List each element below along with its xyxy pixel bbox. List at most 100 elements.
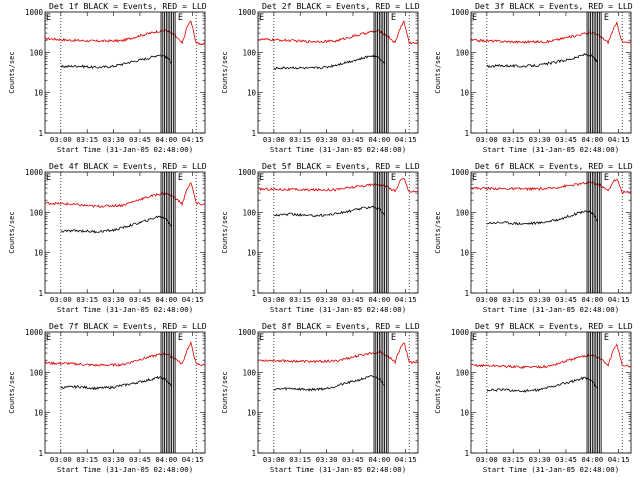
events-series-line — [486, 210, 598, 226]
y-tick-label: 1000 — [451, 8, 470, 17]
x-axis-label: Start Time (31-Jan-05 02:48:00) — [270, 465, 406, 474]
x-tick-label: 04:15 — [395, 455, 417, 464]
x-tick-label: 04:15 — [608, 135, 630, 144]
x-tick-label: 04:00 — [368, 295, 390, 304]
events-series-line — [60, 54, 172, 70]
x-tick-label: 04:15 — [182, 455, 204, 464]
y-axis-label: Counts/sec — [221, 51, 229, 93]
events-series-line — [60, 215, 172, 234]
events-series-line — [486, 52, 598, 69]
x-axis-label: Start Time (31-Jan-05 02:48:00) — [57, 305, 193, 314]
chart-title: Det 8f BLACK = Events, RED = LLD — [262, 321, 420, 331]
chart-title: Det 5f BLACK = Events, RED = LLD — [262, 161, 420, 171]
y-axis-label: Counts/sec — [221, 211, 229, 253]
x-tick-label: 04:15 — [182, 295, 204, 304]
y-tick-label: 100 — [242, 368, 256, 377]
y-tick-label: 1 — [38, 129, 43, 138]
x-tick-label: 04:00 — [581, 135, 603, 144]
y-axis-label: Counts/sec — [434, 211, 442, 253]
legend-marker-e: E — [178, 13, 183, 23]
x-tick-label: 04:00 — [155, 455, 177, 464]
detector-panel-4: Det 4f BLACK = Events, RED = LLD 1 10 100 10… — [0, 160, 213, 320]
chart-svg: Det 8f BLACK = Events, RED = LLD 1 10 100 10… — [221, 321, 420, 474]
chart-svg: Det 6f BLACK = Events, RED = LLD 1 10 100 10… — [434, 161, 633, 314]
legend-marker-e: E — [472, 173, 477, 183]
lld-series-line — [470, 21, 632, 44]
y-tick-label: 10 — [247, 89, 257, 98]
detector-panel-6: Det 6f BLACK = Events, RED = LLD 1 10 100 10… — [426, 160, 639, 320]
detector-panel-2: Det 2f BLACK = Events, RED = LLD 1 10 100 10… — [213, 0, 426, 160]
y-tick-label: 100 — [242, 208, 256, 217]
chart-title: Det 9f BLACK = Events, RED = LLD — [475, 321, 633, 331]
chart-svg: Det 7f BLACK = Events, RED = LLD 1 10 100 10… — [8, 321, 207, 474]
x-tick-label: 03:45 — [342, 295, 364, 304]
events-series-line — [273, 375, 385, 392]
lld-series-line — [45, 20, 206, 46]
lld-series-line — [470, 343, 631, 370]
y-tick-label: 100 — [242, 48, 256, 57]
y-tick-label: 1 — [251, 129, 256, 138]
x-axis-label: Start Time (31-Jan-05 02:48:00) — [270, 305, 406, 314]
detector-panel-5: Det 5f BLACK = Events, RED = LLD 1 10 100 10… — [213, 160, 426, 320]
chart-svg: Det 4f BLACK = Events, RED = LLD 1 10 100 10… — [8, 161, 207, 314]
plot-frame — [44, 171, 206, 294]
x-tick-label: 03:15 — [502, 295, 524, 304]
x-tick-label: 03:45 — [555, 135, 577, 144]
x-axis-label: Start Time (31-Jan-05 02:48:00) — [57, 465, 193, 474]
y-tick-label: 10 — [34, 409, 44, 418]
legend-marker-e: E — [259, 173, 264, 183]
x-tick-label: 03:45 — [342, 455, 364, 464]
y-tick-label: 10 — [247, 249, 257, 258]
x-tick-label: 03:00 — [476, 295, 498, 304]
x-tick-label: 03:30 — [103, 295, 125, 304]
legend-marker-e: E — [391, 173, 396, 183]
x-axis-label: Start Time (31-Jan-05 02:48:00) — [483, 145, 619, 154]
legend-marker-e: E — [604, 333, 609, 343]
plot-frame — [470, 171, 632, 294]
chart-title: Det 1f BLACK = Events, RED = LLD — [49, 1, 207, 11]
x-tick-label: 04:00 — [368, 135, 390, 144]
plot-frame — [257, 11, 419, 134]
x-tick-label: 03:00 — [476, 455, 498, 464]
chart-title: Det 4f BLACK = Events, RED = LLD — [49, 161, 207, 171]
detector-panel-3: Det 3f BLACK = Events, RED = LLD 1 10 100 10… — [426, 0, 639, 160]
x-tick-label: 04:15 — [608, 295, 630, 304]
x-tick-label: 03:30 — [316, 295, 338, 304]
chart-title: Det 3f BLACK = Events, RED = LLD — [475, 1, 633, 11]
x-tick-label: 03:30 — [316, 455, 338, 464]
x-axis-label: Start Time (31-Jan-05 02:48:00) — [483, 465, 619, 474]
x-tick-label: 03:00 — [50, 295, 72, 304]
y-axis-label: Counts/sec — [8, 51, 16, 93]
plot-frame — [257, 171, 419, 294]
x-tick-label: 04:00 — [581, 455, 603, 464]
chart-title: Det 6f BLACK = Events, RED = LLD — [475, 161, 633, 171]
detector-panel-1: Det 1f BLACK = Events, RED = LLD 1 10 100 10… — [0, 0, 213, 160]
y-axis-label: Counts/sec — [434, 371, 442, 413]
y-tick-label: 10 — [34, 249, 44, 258]
y-tick-label: 100 — [29, 208, 43, 217]
y-axis-label: Counts/sec — [8, 211, 16, 253]
x-tick-label: 03:15 — [76, 295, 98, 304]
x-tick-label: 03:00 — [50, 135, 72, 144]
lld-series-line — [44, 340, 206, 368]
y-tick-label: 1000 — [238, 168, 257, 177]
x-tick-label: 04:00 — [155, 135, 177, 144]
events-series-line — [60, 375, 172, 391]
y-tick-label: 1 — [251, 449, 256, 458]
x-tick-label: 03:15 — [76, 455, 98, 464]
events-series-line — [273, 53, 385, 70]
y-tick-label: 1000 — [451, 328, 470, 337]
x-tick-label: 03:00 — [476, 135, 498, 144]
lld-series-line — [44, 182, 206, 209]
plot-frame — [470, 11, 632, 134]
y-tick-label: 1 — [464, 289, 469, 298]
x-tick-label: 04:15 — [608, 455, 630, 464]
x-tick-label: 03:45 — [555, 295, 577, 304]
y-tick-label: 10 — [460, 409, 470, 418]
y-tick-label: 1000 — [451, 168, 470, 177]
chart-svg: Det 2f BLACK = Events, RED = LLD 1 10 100 10… — [221, 1, 420, 154]
x-axis-label: Start Time (31-Jan-05 02:48:00) — [57, 145, 193, 154]
y-tick-label: 1000 — [25, 168, 44, 177]
lld-series-line — [257, 20, 419, 45]
